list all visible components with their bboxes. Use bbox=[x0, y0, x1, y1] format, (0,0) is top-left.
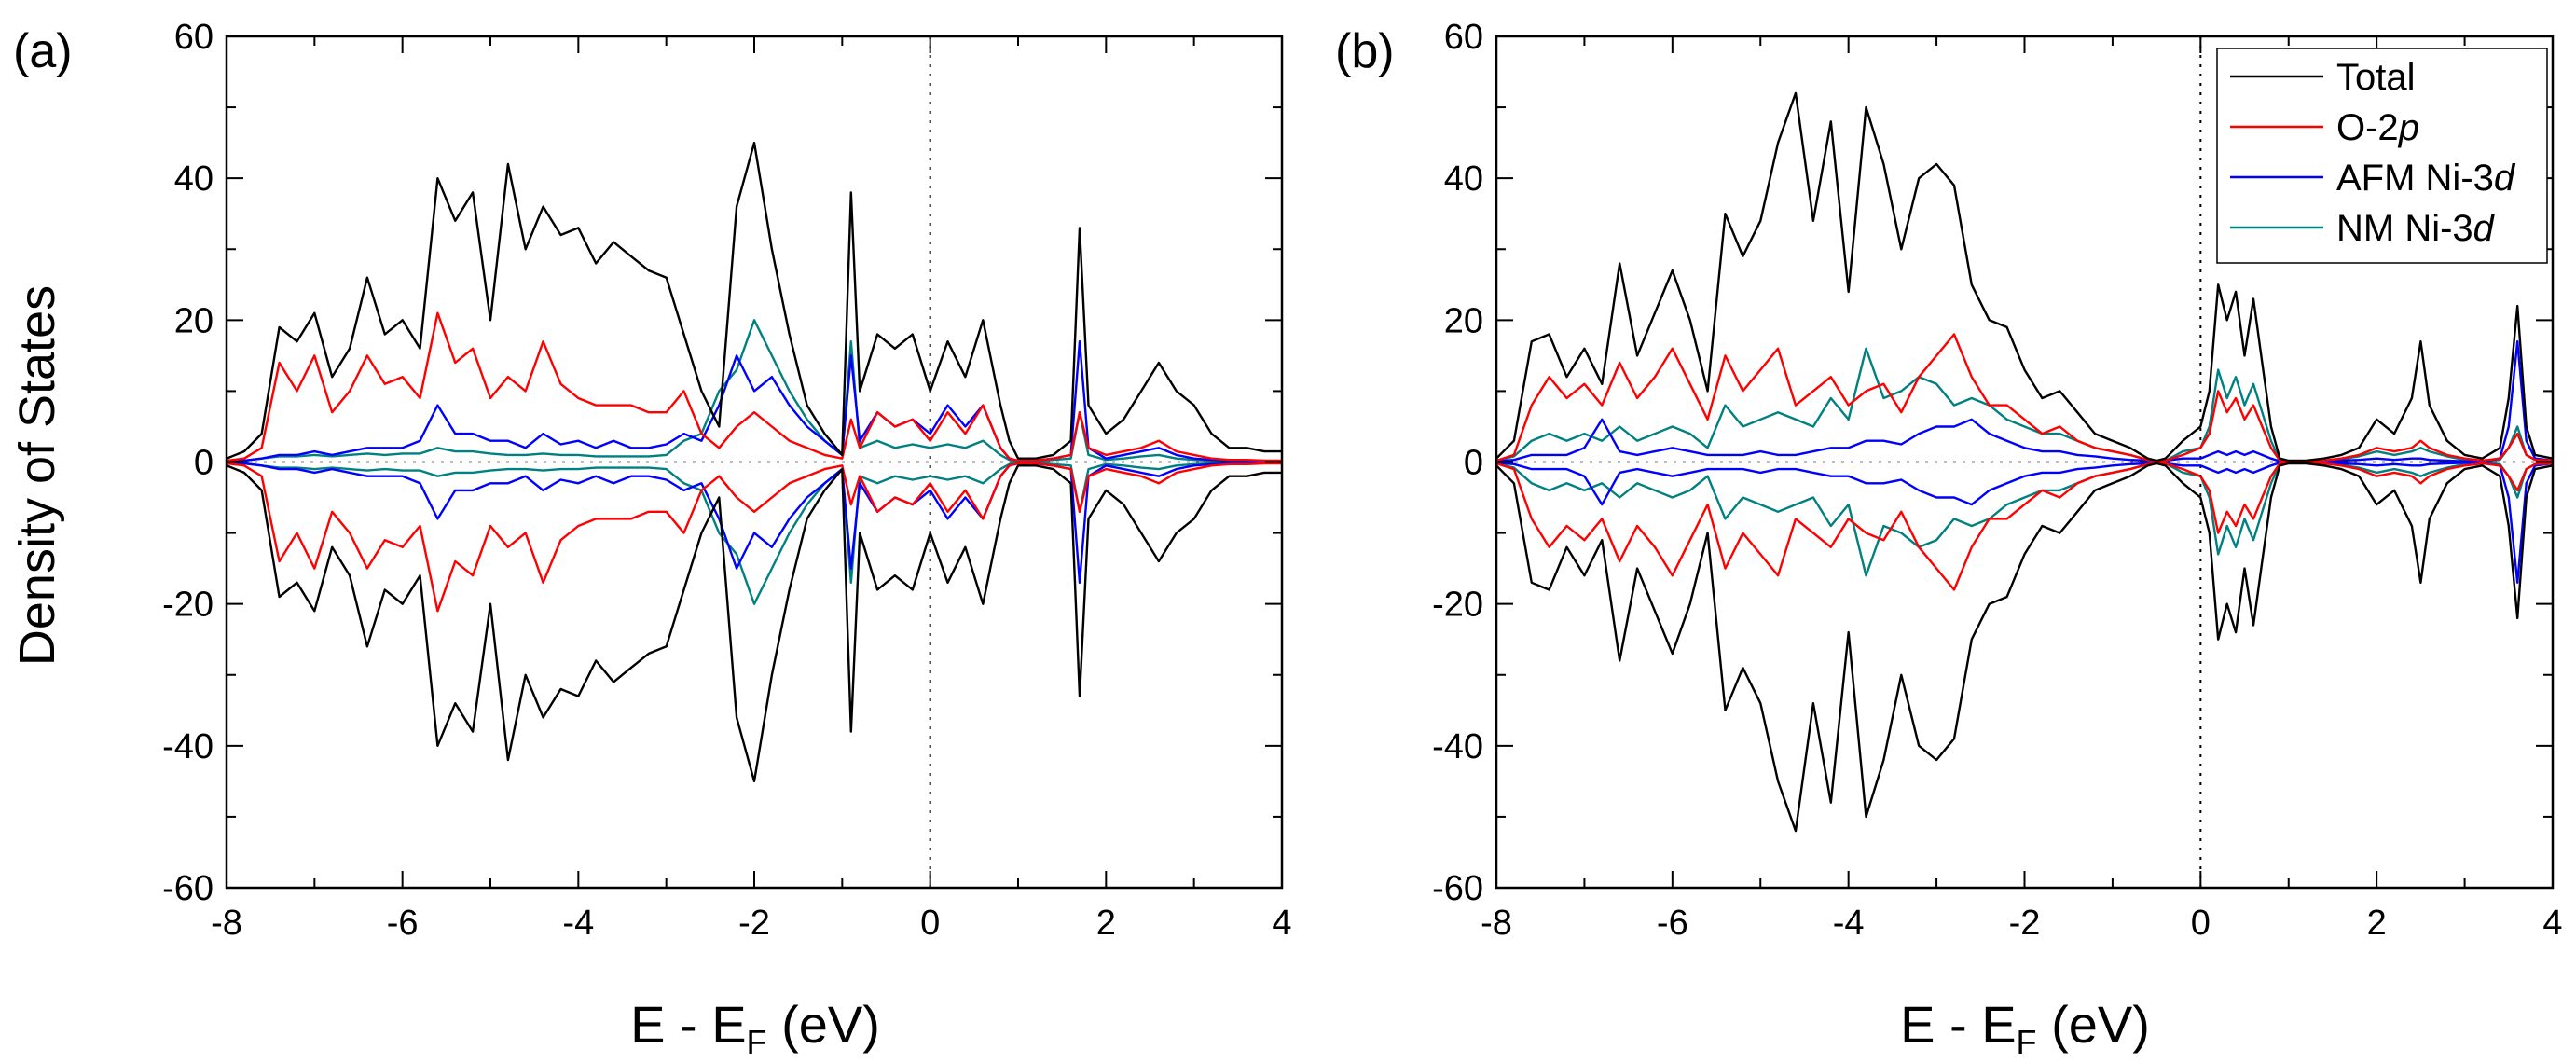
legend-label-o2p: O-2p bbox=[2336, 107, 2419, 148]
p0-series-total-down bbox=[226, 464, 1282, 783]
x-axis-title-b-sub: F bbox=[2017, 1023, 2037, 1061]
p1-y-tick-label: -20 bbox=[1432, 586, 1483, 625]
x-axis-title-b-unit: (eV) bbox=[2037, 995, 2150, 1054]
p0-series-o-2p-down bbox=[226, 462, 1282, 613]
p1-x-tick-label: -6 bbox=[1657, 904, 1688, 943]
legend-label-total: Total bbox=[2336, 57, 2416, 98]
p1-x-tick-label: 4 bbox=[2542, 904, 2562, 943]
p1-series-afm-ni-3d-up bbox=[1495, 340, 2554, 462]
panel-label-a: (a) bbox=[13, 24, 73, 78]
legend-label-nm-ni3d: NM Ni-3d bbox=[2336, 208, 2496, 249]
legend-item-o2p: O-2p bbox=[2230, 107, 2419, 148]
legend: Total O-2p AFM Ni-3d NM Ni-3d bbox=[2216, 48, 2548, 264]
p0-y-tick-label: -40 bbox=[162, 727, 214, 766]
legend-item-total: Total bbox=[2230, 57, 2416, 98]
p0-y-tick-label: 20 bbox=[174, 301, 214, 340]
p0-x-tick-label: 0 bbox=[920, 904, 940, 943]
legend-label-nm-ni3d-text: NM Ni-3 bbox=[2336, 208, 2473, 249]
p1-series-o-2p-down bbox=[1495, 462, 2554, 591]
legend-label-nm-ni3d-ital: d bbox=[2473, 208, 2496, 249]
p0-series-total-up bbox=[226, 141, 1282, 460]
legend-item-nm-ni3d: NM Ni-3d bbox=[2230, 208, 2496, 249]
p1-y-tick-label: -60 bbox=[1432, 869, 1483, 908]
x-axis-title-a-sub: F bbox=[747, 1023, 767, 1061]
p0-x-tick-label: 2 bbox=[1096, 904, 1116, 943]
p1-y-tick-label: 20 bbox=[1444, 301, 1483, 340]
p1-series-nm-ni-3d-down bbox=[1495, 462, 2554, 577]
p0-series-nm-ni-3d-up bbox=[226, 319, 1282, 462]
p0-y-tick-label: -20 bbox=[162, 586, 214, 625]
legend-label-total-text: Total bbox=[2336, 57, 2416, 98]
legend-label-afm-ni3d-text: AFM Ni-3 bbox=[2336, 158, 2494, 199]
legend-label-afm-ni3d: AFM Ni-3d bbox=[2336, 158, 2516, 199]
p0-series-o-2p-up bbox=[226, 311, 1282, 462]
x-axis-title-a-unit: (eV) bbox=[767, 995, 880, 1054]
p0-y-tick-label: 0 bbox=[194, 444, 214, 483]
x-axis-title-a-main: E - E bbox=[630, 995, 746, 1054]
p0-series-nm-ni-3d-down bbox=[226, 462, 1282, 605]
p1-series-total-down bbox=[1495, 462, 2554, 833]
p1-series-o-2p-up bbox=[1495, 333, 2554, 462]
p1-x-tick-label: -4 bbox=[1833, 904, 1865, 943]
p0-x-tick-label: -6 bbox=[387, 904, 419, 943]
legend-item-afm-ni3d: AFM Ni-3d bbox=[2230, 158, 2516, 199]
p1-x-tick-label: 0 bbox=[2191, 904, 2211, 943]
p1-y-tick-label: -40 bbox=[1432, 727, 1483, 766]
p0-y-tick-label: 40 bbox=[174, 159, 214, 199]
p1-y-tick-label: 60 bbox=[1444, 18, 1483, 57]
panel-label-b: (b) bbox=[1335, 24, 1395, 78]
p1-x-tick-label: -8 bbox=[1481, 904, 1512, 943]
p1-y-tick-label: 40 bbox=[1444, 159, 1483, 199]
legend-label-afm-ni3d-ital: d bbox=[2494, 158, 2516, 199]
p1-y-tick-label: 0 bbox=[1464, 444, 1483, 483]
legend-label-o2p-ital: p bbox=[2398, 107, 2419, 148]
p0-y-tick-label: -60 bbox=[162, 869, 214, 908]
p0-series-afm-ni-3d-down bbox=[226, 462, 1282, 584]
p0-x-tick-label: -8 bbox=[211, 904, 242, 943]
p1-x-tick-label: 2 bbox=[2367, 904, 2387, 943]
p0-x-tick-label: -4 bbox=[562, 904, 594, 943]
p0-y-tick-label: 60 bbox=[174, 18, 214, 57]
p1-x-tick-label: -2 bbox=[2009, 904, 2041, 943]
p1-series-afm-ni-3d-down bbox=[1495, 462, 2554, 584]
p0-x-tick-label: 4 bbox=[1272, 904, 1291, 943]
p0-series-afm-ni-3d-up bbox=[226, 340, 1282, 462]
x-axis-title-b-main: E - E bbox=[1900, 995, 2016, 1054]
p1-series-nm-ni-3d-up bbox=[1495, 347, 2554, 462]
x-axis-title-a: E - EF (eV) bbox=[630, 995, 880, 1061]
y-axis-title: Density of States bbox=[9, 285, 65, 666]
p0-x-tick-label: -2 bbox=[738, 904, 770, 943]
x-axis-title-b: E - EF (eV) bbox=[1900, 995, 2150, 1061]
p1-series-total-up bbox=[1495, 91, 2554, 462]
legend-label-o2p-text: O-2 bbox=[2336, 107, 2399, 148]
